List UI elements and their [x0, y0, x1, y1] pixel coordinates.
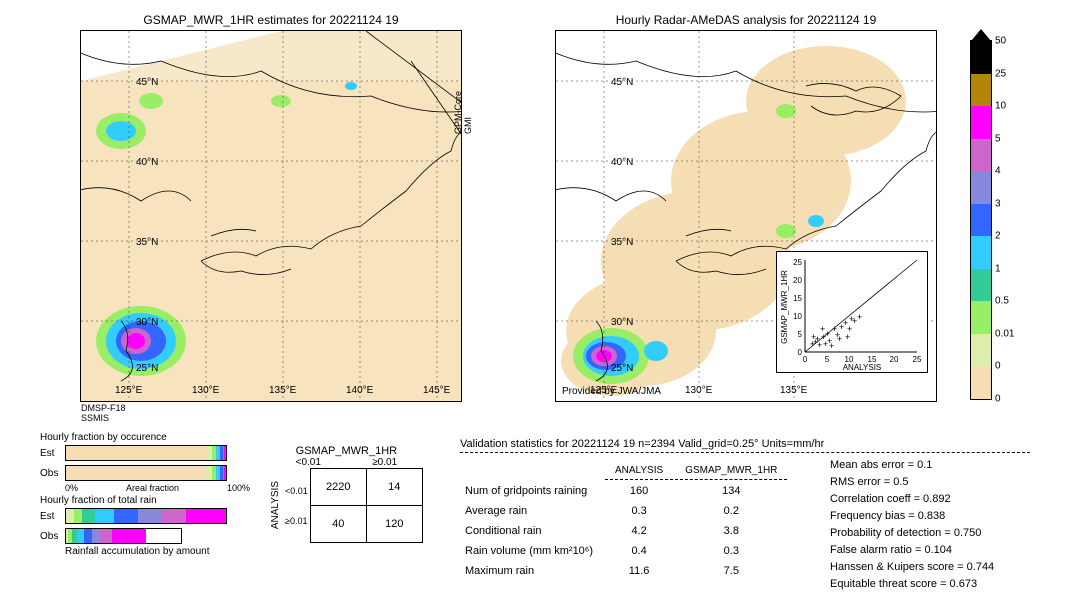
- svg-text:5: 5: [825, 355, 830, 364]
- svg-text:125°E: 125°E: [115, 385, 143, 396]
- svg-text:+: +: [837, 334, 842, 344]
- svg-text:25: 25: [793, 258, 802, 267]
- map-left: GSMAP_MWR_1HR estimates for 20221124 19: [80, 30, 462, 402]
- svg-text:40°N: 40°N: [611, 157, 633, 168]
- contingency-block: GSMAP_MWR_1HR <0.01 ≥0.01 ANALYSIS <0.01…: [270, 445, 423, 543]
- svg-text:+: +: [845, 332, 850, 342]
- svg-text:ANALYSIS: ANALYSIS: [843, 363, 882, 372]
- svg-text:0: 0: [798, 348, 803, 357]
- svg-text:130°E: 130°E: [685, 385, 713, 396]
- sensor-dmsp: DMSP-F18SSMIS: [81, 403, 126, 423]
- contingency-table: 222014 40120: [310, 468, 423, 543]
- fraction-title-2: Hourly fraction of total rain: [40, 495, 240, 506]
- svg-text:135°E: 135°E: [780, 385, 808, 396]
- colorbar: 502510543210.50.0100: [970, 40, 992, 400]
- fraction-bars: Hourly fraction by occurence Est Obs 0% …: [40, 432, 240, 557]
- provider: Provided by JWA/JMA: [562, 386, 661, 397]
- svg-text:0: 0: [803, 355, 808, 364]
- svg-text:145°E: 145°E: [423, 385, 451, 396]
- svg-text:5: 5: [798, 330, 803, 339]
- svg-text:30°N: 30°N: [611, 317, 633, 328]
- map-left-title: GSMAP_MWR_1HR estimates for 20221124 19: [81, 13, 461, 27]
- svg-text:140°E: 140°E: [346, 385, 374, 396]
- svg-text:45°N: 45°N: [611, 77, 633, 88]
- fraction-title-1: Hourly fraction by occurence: [40, 432, 240, 443]
- map-right-title: Hourly Radar-AMeDAS analysis for 2022112…: [556, 13, 936, 27]
- contingency-row-title: ANALYSIS: [270, 481, 281, 529]
- validation-table: ANALYSISGSMAP_MWR_1HR Num of gridpoints …: [453, 460, 789, 582]
- svg-text:25: 25: [913, 355, 922, 364]
- contingency-col-title: GSMAP_MWR_1HR: [270, 445, 423, 457]
- svg-text:+: +: [857, 312, 862, 322]
- svg-text:35°N: 35°N: [136, 237, 158, 248]
- svg-text:20: 20: [890, 355, 899, 364]
- svg-text:35°N: 35°N: [611, 237, 633, 248]
- svg-text:15: 15: [793, 294, 802, 303]
- svg-text:20: 20: [793, 276, 802, 285]
- colorbar-overflow-icon: [971, 29, 991, 41]
- svg-text:+: +: [823, 339, 828, 349]
- svg-text:30°N: 30°N: [136, 317, 158, 328]
- svg-text:+: +: [820, 324, 825, 334]
- svg-text:25°N: 25°N: [611, 363, 633, 374]
- svg-text:135°E: 135°E: [269, 385, 297, 396]
- svg-text:25°N: 25°N: [136, 363, 158, 374]
- svg-text:+: +: [829, 341, 834, 351]
- svg-text:GSMAP_MWR_1HR: GSMAP_MWR_1HR: [780, 270, 789, 344]
- validation-metrics: Mean abs error = 0.1RMS error = 0.5Corre…: [830, 457, 994, 593]
- svg-text:45°N: 45°N: [136, 77, 158, 88]
- svg-text:40°N: 40°N: [136, 157, 158, 168]
- map-right: Hourly Radar-AMeDAS analysis for 2022112…: [555, 30, 937, 402]
- fraction-footer: Rainfall accumulation by amount: [65, 546, 240, 557]
- validation-title: Validation statistics for 20221124 19 n=…: [460, 438, 1030, 453]
- sensor-gpm: GPM-CoreGMI: [453, 91, 473, 134]
- svg-text:+: +: [811, 332, 816, 342]
- svg-text:130°E: 130°E: [192, 385, 220, 396]
- scatter-inset: 0510 152025 0510 152025 ANALYSIS GSMAP_M…: [776, 251, 928, 373]
- svg-text:10: 10: [793, 312, 802, 321]
- svg-text:+: +: [849, 314, 854, 324]
